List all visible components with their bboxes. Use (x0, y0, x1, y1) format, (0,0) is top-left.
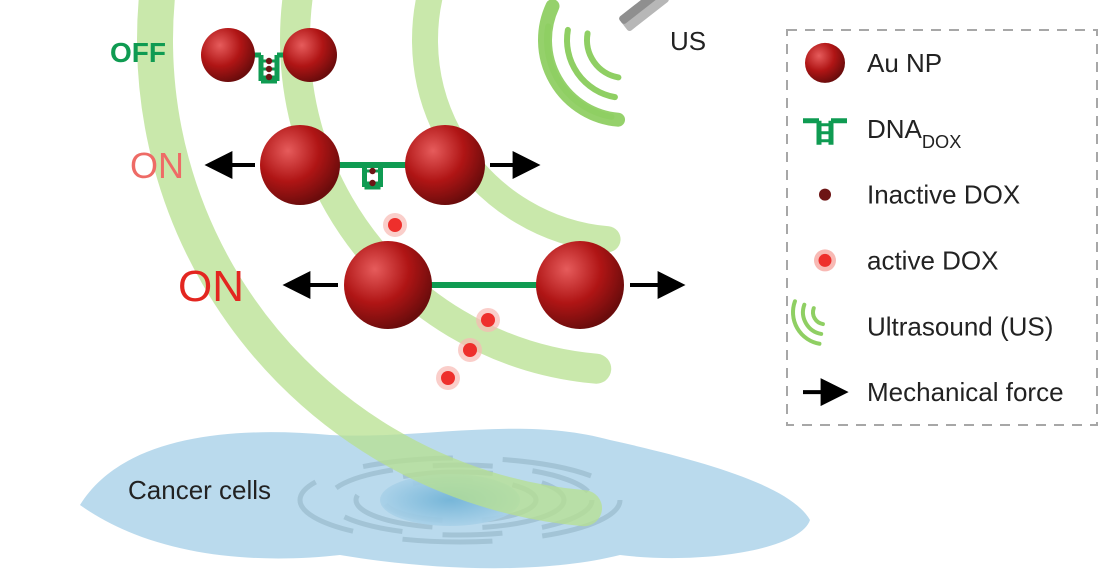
active-dox-dot (476, 308, 500, 332)
au-np (405, 125, 485, 205)
legend-item-aunp: Au NP (867, 48, 942, 78)
au-np (260, 125, 340, 205)
on-label-2: ON (178, 262, 244, 311)
legend-item-inactive: Inactive DOX (867, 180, 1020, 210)
au-np (536, 241, 624, 329)
inactive-dox-dot (266, 58, 272, 64)
inactive-dox-dot (266, 66, 272, 72)
inactive-dox-dot (369, 168, 375, 174)
on-label-1: ON (130, 145, 184, 186)
dna-hairpin-icon (361, 165, 385, 187)
active-dox-dot (458, 338, 482, 362)
inactive-dox-dot (266, 74, 272, 80)
legend: Au NPDNADOXInactive DOXactive DOXUltraso… (787, 30, 1097, 425)
legend-item-active: active DOX (867, 245, 999, 275)
active-dox-dot (383, 213, 407, 237)
cancer-cells-label: Cancer cells (128, 475, 271, 505)
off-label: OFF (110, 37, 166, 68)
row-off (201, 28, 337, 82)
au-np (201, 28, 255, 82)
us-probe-icon (618, 0, 670, 32)
active-dox-dot (436, 366, 460, 390)
inactive-dox-dot (369, 180, 375, 186)
au-np (344, 241, 432, 329)
legend-item-force: Mechanical force (867, 377, 1064, 407)
au-np (283, 28, 337, 82)
legend-item-ultrasound: Ultrasound (US) (867, 311, 1053, 341)
us-label: US (670, 26, 706, 56)
